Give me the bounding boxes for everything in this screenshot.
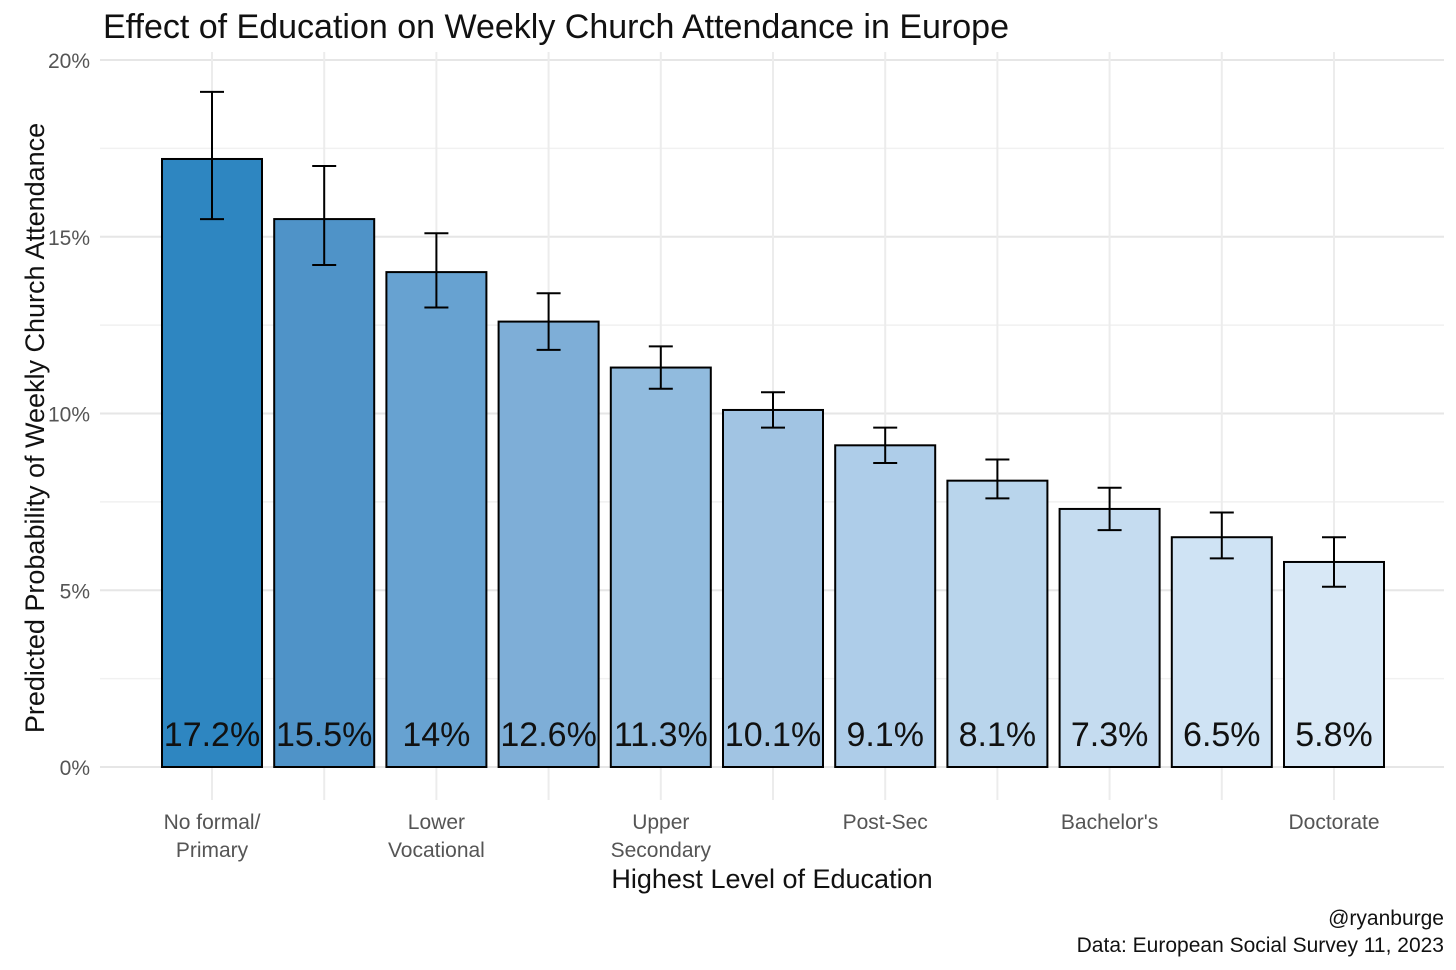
error-bar [200,90,224,221]
y-tick-label: 10% [48,404,90,427]
data-label: 15.5% [276,716,372,754]
bars [161,157,1385,769]
error-bars [200,90,1346,588]
error-bar [761,391,785,429]
bar [946,479,1049,768]
x-tick-label: Upper Secondary [611,811,712,862]
data-label: 6.5% [1183,716,1261,754]
x-axis-label: Highest Level of Education [611,864,932,894]
error-bar [1322,536,1346,588]
y-tick-label: 15% [48,227,90,250]
data-label: 8.1% [959,716,1037,754]
bar [1058,507,1161,768]
data-label: 12.6% [500,716,596,754]
caption-source: Data: European Social Survey 11, 2023 [1077,934,1444,957]
chart-title: Effect of Education on Weekly Church Att… [103,8,1009,46]
error-bar [536,292,561,351]
error-bar [873,426,898,464]
y-axis-label: Predicted Probability of Weekly Church A… [20,123,50,733]
data-label: 17.2% [164,716,260,754]
y-tick-label: 20% [48,50,90,73]
bar [385,271,488,768]
x-tick-label: Bachelor's [1061,811,1158,834]
bar [273,218,376,768]
x-tick-label: Lower Vocational [388,811,485,862]
x-axis-ticks: No formal/Primary Lower Vocational Upper Sec… [164,811,1380,862]
error-bar [312,165,337,267]
error-bar [648,345,673,390]
error-bar [1097,486,1122,532]
y-axis-ticks: 0% 5% 10% 15% 20% [48,50,90,780]
y-tick-label: 0% [60,757,90,780]
data-labels: 17.2% 15.5% 14% 12.6% 11.3% 10.1% 9.1% 8.1% 7.3%… [164,716,1373,754]
data-label: 10.1% [725,716,821,754]
caption-handle: @ryanburge [1328,907,1444,930]
error-bar [985,458,1010,500]
bar [161,157,263,769]
data-label: 11.3% [614,716,708,754]
data-label: 9.1% [846,716,924,754]
bar [834,444,937,768]
error-bar [1209,511,1234,560]
x-tick-label: No formal/Primary [164,811,261,862]
x-tick-label: Doctorate [1288,811,1379,834]
bar [1283,560,1385,768]
bar [1170,536,1273,768]
y-tick-label: 5% [60,580,90,603]
data-label: 5.8% [1295,716,1373,754]
data-label: 7.3% [1071,716,1149,754]
bar [722,408,824,768]
bar [609,366,712,768]
x-tick-label: Post-Sec [843,811,928,834]
bar [497,320,600,768]
error-bar [424,232,449,309]
data-label: 14% [402,716,470,754]
